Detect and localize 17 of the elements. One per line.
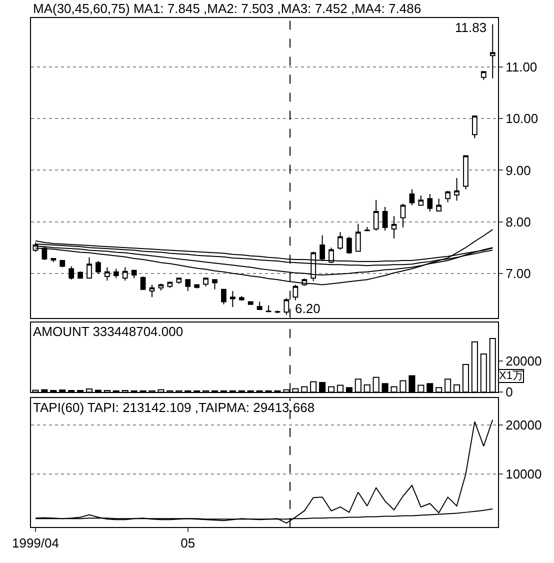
x-tick-label: 05 bbox=[180, 536, 196, 551]
y-tick-label: 9.00 bbox=[506, 162, 531, 178]
y-axis-title: X1万 bbox=[499, 370, 524, 382]
y-tick-label: 20000 bbox=[506, 354, 542, 369]
annotation: 11.83 bbox=[455, 20, 487, 35]
y-tick-label: 11.00 bbox=[506, 60, 538, 75]
y-tick-label: 8.00 bbox=[506, 214, 531, 230]
y-tick-label: 10.00 bbox=[506, 111, 538, 126]
x-tick-label: 1999/04 bbox=[12, 536, 59, 551]
y-tick-label: 7.00 bbox=[506, 266, 531, 281]
y-tick-label: 10000 bbox=[506, 466, 542, 482]
chart-title: AMOUNT 333448704.000 bbox=[33, 324, 184, 339]
y-tick-label: 20000 bbox=[506, 418, 542, 433]
y-tick-label: 0 bbox=[506, 384, 513, 400]
chart-title: MA(30,45,60,75) MA1: 7.845 ,MA2: 7.503 ,MA3: 7.452 ,MA4: 7.486 bbox=[33, 1, 422, 16]
annotation: 6.20 bbox=[295, 301, 320, 316]
chart-title: TAPI(60) TAPI: 213142.109 ,TAIPMA: 29413.668 bbox=[33, 400, 315, 415]
